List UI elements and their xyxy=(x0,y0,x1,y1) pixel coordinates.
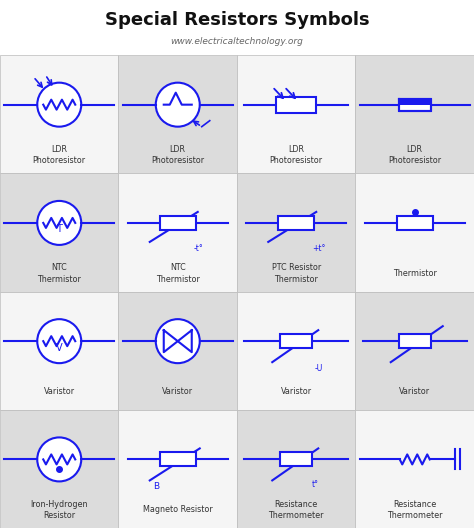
Text: Resistance
Thermometer: Resistance Thermometer xyxy=(387,500,443,520)
Circle shape xyxy=(37,83,81,127)
Text: PTC Resistor
Thermistor: PTC Resistor Thermistor xyxy=(272,263,321,284)
Text: V: V xyxy=(56,343,63,353)
Bar xyxy=(0,173,118,291)
Text: Magneto Resistor: Magneto Resistor xyxy=(143,505,213,514)
Bar xyxy=(237,291,356,410)
Circle shape xyxy=(156,83,200,127)
Bar xyxy=(237,410,356,528)
Text: Varistor: Varistor xyxy=(399,387,430,396)
Text: www.electricaltechnology.org: www.electricaltechnology.org xyxy=(171,37,303,46)
Bar xyxy=(356,410,474,528)
Text: B: B xyxy=(153,483,159,492)
Bar xyxy=(278,216,314,230)
Bar xyxy=(356,173,474,291)
Text: LDR
Photoresistor: LDR Photoresistor xyxy=(151,145,204,165)
Text: Varistor: Varistor xyxy=(44,387,75,396)
Bar xyxy=(118,410,237,528)
Bar xyxy=(0,55,118,173)
Bar xyxy=(397,216,433,230)
Bar xyxy=(280,452,312,466)
Bar xyxy=(118,173,237,291)
Bar xyxy=(399,99,431,111)
Text: Resistance
Thermometer: Resistance Thermometer xyxy=(268,500,324,520)
Bar xyxy=(160,216,196,230)
Bar xyxy=(0,291,118,410)
Circle shape xyxy=(37,437,81,482)
Bar xyxy=(356,291,474,410)
Text: Iron-Hydrogen
Resistor: Iron-Hydrogen Resistor xyxy=(30,500,88,520)
Text: Special Resistors Symbols: Special Resistors Symbols xyxy=(105,11,369,29)
Bar xyxy=(399,99,431,105)
Text: +t°: +t° xyxy=(312,244,326,253)
Text: LDR
Photoresistor: LDR Photoresistor xyxy=(388,145,441,165)
Circle shape xyxy=(37,201,81,245)
Circle shape xyxy=(156,319,200,363)
Text: Varistor: Varistor xyxy=(162,387,193,396)
Bar xyxy=(276,97,316,112)
Text: NTC
Thermistor: NTC Thermistor xyxy=(156,263,200,284)
Circle shape xyxy=(37,319,81,363)
Bar xyxy=(160,452,196,466)
Bar xyxy=(118,55,237,173)
Text: -t°: -t° xyxy=(194,244,203,253)
Bar xyxy=(399,334,431,348)
Text: Thermistor: Thermistor xyxy=(393,269,437,278)
Text: LDR
Photoresistor: LDR Photoresistor xyxy=(33,145,86,165)
Bar xyxy=(0,410,118,528)
Bar xyxy=(237,55,356,173)
Bar xyxy=(118,291,237,410)
Text: -U: -U xyxy=(314,364,322,373)
Bar xyxy=(280,334,312,348)
Text: t°: t° xyxy=(312,480,319,489)
Text: T: T xyxy=(56,224,62,234)
Bar xyxy=(356,55,474,173)
Text: NTC
Thermistor: NTC Thermistor xyxy=(37,263,81,284)
Bar xyxy=(237,173,356,291)
Text: Varistor: Varistor xyxy=(281,387,312,396)
Text: LDR
Photoresistor: LDR Photoresistor xyxy=(270,145,323,165)
